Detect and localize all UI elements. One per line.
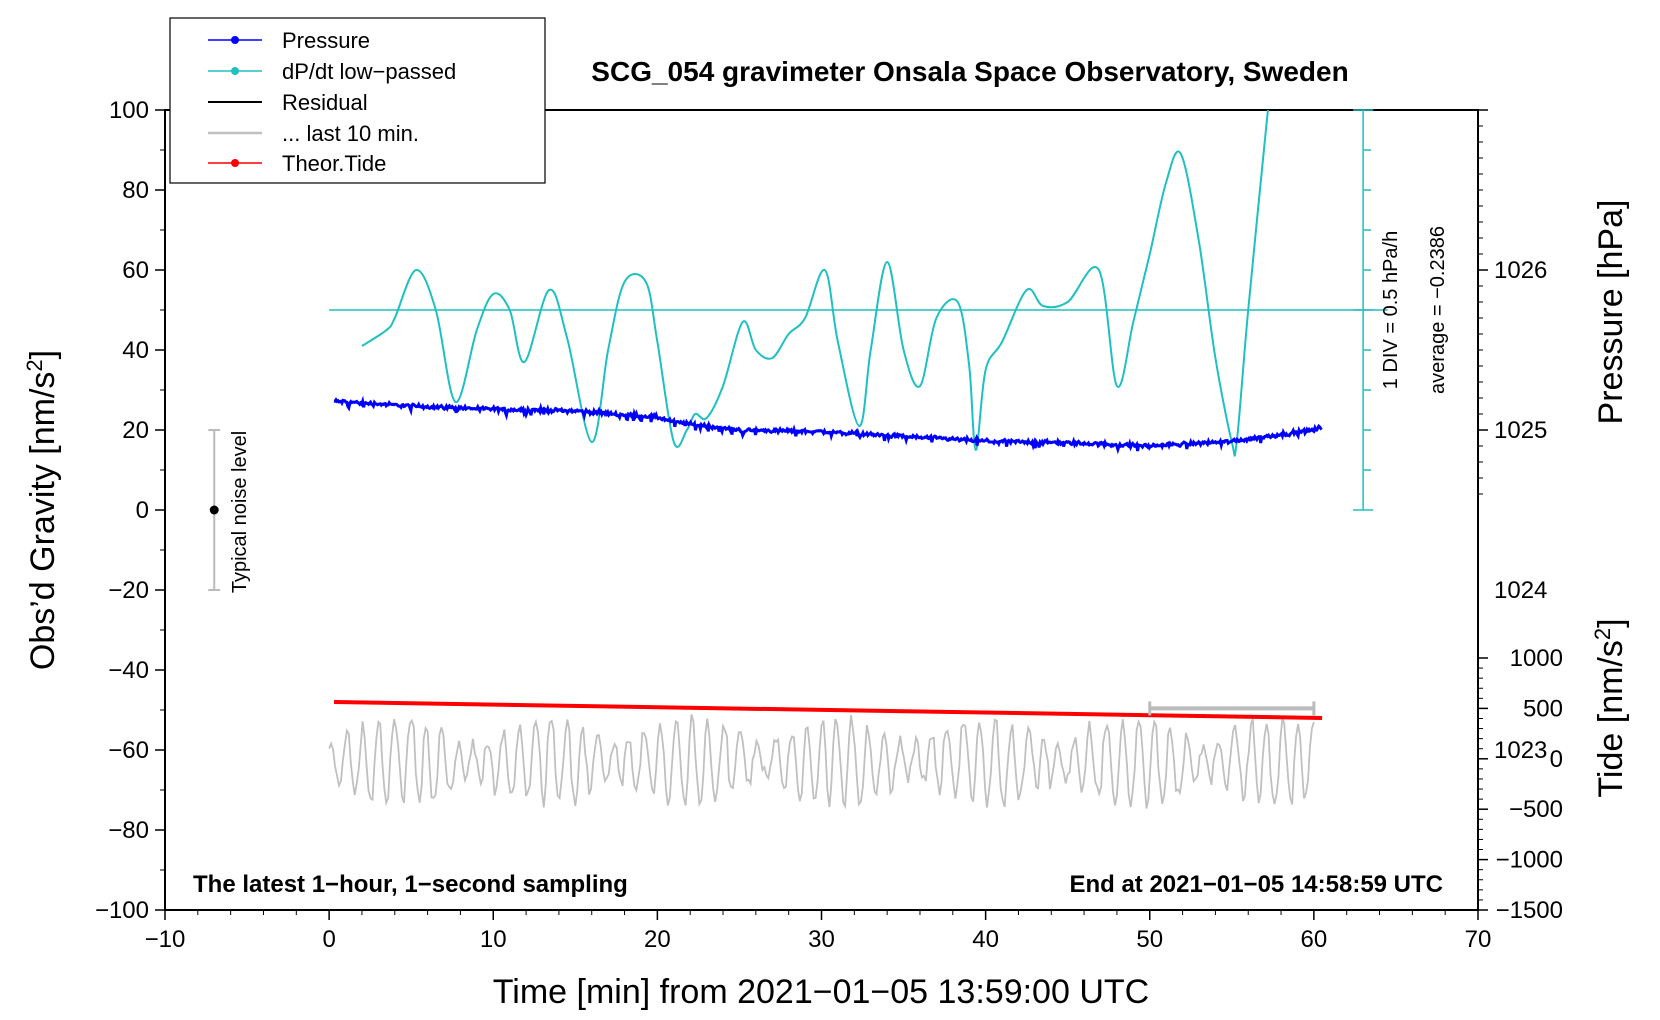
x-tick-label: −10 bbox=[145, 926, 186, 953]
legend-label-pressure: Pressure bbox=[282, 28, 370, 53]
pressure-tick-label: 1025 bbox=[1494, 417, 1547, 444]
y-tick-label: 100 bbox=[109, 97, 149, 124]
y-axis-left-title-end: ] bbox=[24, 350, 62, 359]
legend-item-tide: Theor.Tide bbox=[208, 151, 386, 176]
y-tick-label: −40 bbox=[108, 657, 149, 684]
x-tick-label: 40 bbox=[972, 926, 999, 953]
legend-label-residual: Residual bbox=[282, 90, 368, 115]
x-tick-label: 70 bbox=[1465, 926, 1492, 953]
y-tick-label: 60 bbox=[122, 257, 149, 284]
tide-tick-label: −1500 bbox=[1496, 897, 1563, 924]
x-axis: −10 0 10 20 30 40 50 60 70 bbox=[145, 910, 1492, 953]
y-tick-label: 0 bbox=[136, 497, 149, 524]
last10-bar bbox=[1148, 701, 1316, 716]
y-axis-left-title: Obs’d Gravity [nm/s2] bbox=[22, 350, 63, 670]
y-axis-left: −100 −80 −60 −40 −20 0 20 40 60 80 100 bbox=[95, 97, 165, 924]
x-tick-label: 30 bbox=[808, 926, 835, 953]
tide-tick-label: 1000 bbox=[1510, 645, 1563, 672]
x-tick-label: 10 bbox=[480, 926, 507, 953]
plot-frame bbox=[164, 109, 1479, 911]
average-label: average = −0.2386 bbox=[1427, 226, 1449, 394]
y-axis-pressure: 1023 1024 1025 1026 bbox=[1478, 109, 1547, 764]
legend-item-dpdt: dP/dt low−passed bbox=[208, 59, 456, 84]
tide-tick-label: −500 bbox=[1509, 796, 1563, 823]
x-axis-title: Time [min] from 2021−01−05 13:59:00 UTC bbox=[493, 973, 1149, 1011]
legend: Pressure dP/dt low−passed Residual ... l… bbox=[169, 17, 546, 184]
legend-item-residual: Residual bbox=[208, 90, 368, 115]
y-tick-label: 80 bbox=[122, 177, 149, 204]
dpdt-series-line bbox=[361, 110, 1269, 457]
x-tick-label: 60 bbox=[1301, 926, 1328, 953]
legend-item-pressure: Pressure bbox=[208, 28, 370, 53]
legend-item-last10: ... last 10 min. bbox=[208, 121, 419, 146]
x-tick-label: 50 bbox=[1136, 926, 1163, 953]
x-tick-label: 20 bbox=[644, 926, 671, 953]
tide-tick-label: −1000 bbox=[1496, 847, 1563, 874]
y-tick-label: −20 bbox=[108, 577, 149, 604]
dpdt-division-scale bbox=[1353, 109, 1374, 511]
legend-label-tide: Theor.Tide bbox=[282, 151, 386, 176]
y-axis-left-title-sup: 2 bbox=[22, 359, 47, 371]
y-tick-label: 20 bbox=[122, 417, 149, 444]
tide-tick-label: 0 bbox=[1550, 746, 1563, 773]
y-tick-label: −100 bbox=[95, 897, 149, 924]
pressure-tick-label: 1026 bbox=[1494, 257, 1547, 284]
x-tick-label: 0 bbox=[322, 926, 335, 953]
last10-series-line bbox=[328, 714, 1315, 810]
y-axis-tide-title-end: ] bbox=[1592, 618, 1630, 627]
legend-box bbox=[169, 17, 546, 184]
div-label: 1 DIV = 0.5 hPa/h bbox=[1380, 231, 1402, 389]
pressure-series-line bbox=[333, 395, 1323, 455]
end-time-note: End at 2021−01−05 14:58:59 UTC bbox=[1069, 871, 1443, 898]
tide-tick-label: 500 bbox=[1523, 695, 1563, 722]
y-axis-tide-title: Tide [nm/s2] bbox=[1590, 618, 1631, 797]
y-tick-label: −60 bbox=[108, 737, 149, 764]
pressure-tick-label: 1023 bbox=[1494, 737, 1547, 764]
sampling-note: The latest 1−hour, 1−second sampling bbox=[193, 871, 628, 898]
y-axis-tide-title-sup: 2 bbox=[1590, 628, 1615, 640]
legend-label-dpdt: dP/dt low−passed bbox=[282, 59, 456, 84]
y-axis-tide-title-main: Tide [nm/s bbox=[1592, 640, 1630, 797]
chart-title: SCG_054 gravimeter Onsala Space Observat… bbox=[591, 56, 1348, 87]
y-tick-label: 40 bbox=[122, 337, 149, 364]
y-axis-pressure-title: Pressure [hPa] bbox=[1592, 200, 1630, 425]
pressure-tick-label: 1024 bbox=[1494, 577, 1547, 604]
noise-bar bbox=[208, 429, 221, 591]
y-tick-label: −80 bbox=[108, 817, 149, 844]
tide-series-line bbox=[334, 700, 1323, 720]
y-axis-left-title-main: Obs’d Gravity [nm/s bbox=[24, 372, 62, 671]
y-axis-tide: −1500 −1000 −500 0 500 1000 bbox=[1478, 645, 1563, 924]
noise-level-label: Typical noise level bbox=[229, 431, 251, 593]
legend-label-last10: ... last 10 min. bbox=[282, 121, 419, 146]
